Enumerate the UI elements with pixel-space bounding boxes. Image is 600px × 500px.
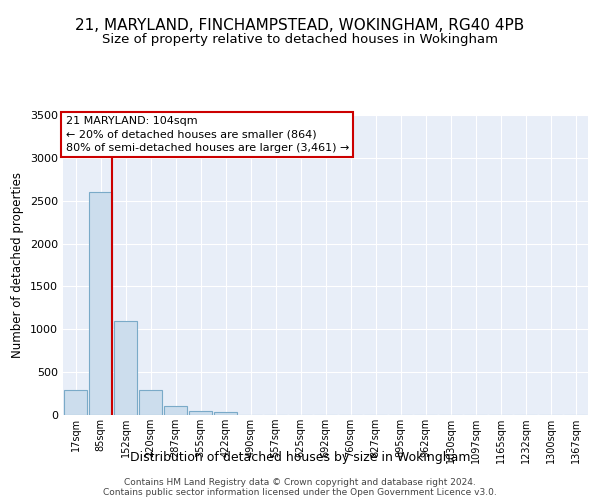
Bar — [214, 412, 237, 415]
Bar — [89, 192, 112, 415]
Bar — [64, 390, 87, 415]
Text: Size of property relative to detached houses in Wokingham: Size of property relative to detached ho… — [102, 32, 498, 46]
Text: Contains HM Land Registry data © Crown copyright and database right 2024.
Contai: Contains HM Land Registry data © Crown c… — [103, 478, 497, 497]
Text: 21, MARYLAND, FINCHAMPSTEAD, WOKINGHAM, RG40 4PB: 21, MARYLAND, FINCHAMPSTEAD, WOKINGHAM, … — [76, 18, 524, 32]
Bar — [189, 410, 212, 415]
Text: 21 MARYLAND: 104sqm
← 20% of detached houses are smaller (864)
80% of semi-detac: 21 MARYLAND: 104sqm ← 20% of detached ho… — [65, 116, 349, 153]
Text: Distribution of detached houses by size in Wokingham: Distribution of detached houses by size … — [130, 451, 470, 464]
Bar — [139, 390, 162, 415]
Bar — [164, 406, 187, 415]
Y-axis label: Number of detached properties: Number of detached properties — [11, 172, 25, 358]
Bar — [114, 320, 137, 415]
